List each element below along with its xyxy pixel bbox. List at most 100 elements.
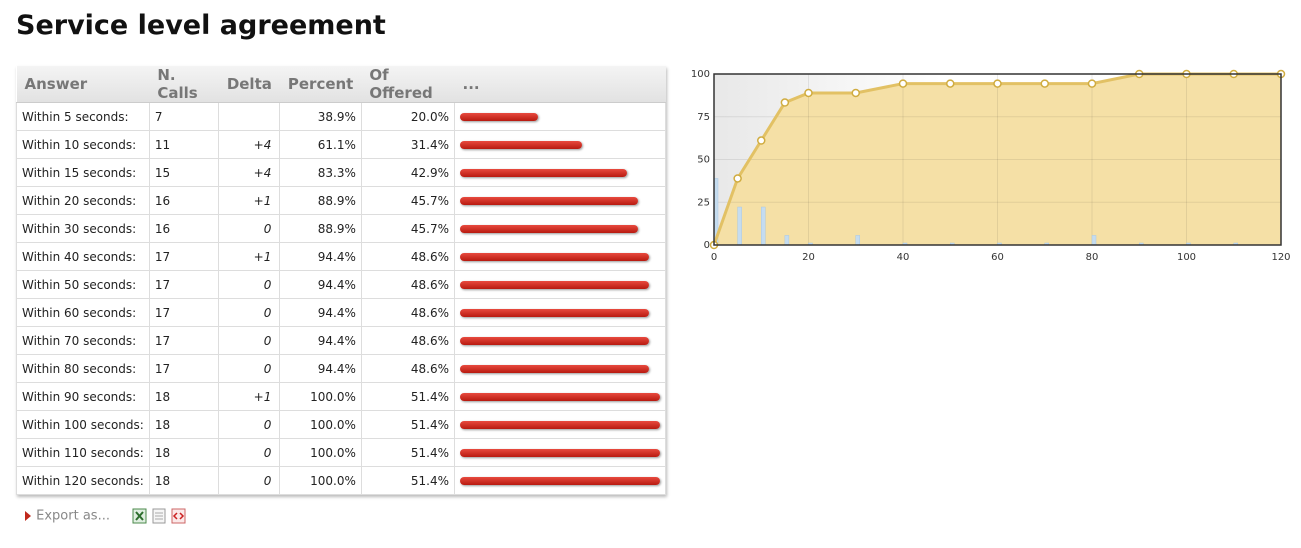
export-icons [132, 508, 186, 524]
table-cell: +1 [218, 382, 281, 411]
bar-cell [454, 354, 666, 383]
percent-bar [460, 196, 638, 205]
point [946, 79, 955, 88]
column-header: Answer [16, 66, 150, 103]
table-cell: +4 [218, 158, 281, 187]
export-label[interactable]: Export as... [36, 508, 110, 524]
chart: 0 20 40 60 80 100 120 0 25 50 75 100 [691, 69, 1290, 263]
table-cell: Within 120 seconds: [16, 466, 150, 495]
y-tick-label: 100 [691, 69, 710, 80]
table-cell: 45.7% [360, 186, 456, 215]
table-cell: +4 [218, 130, 281, 159]
table-row: Within 100 seconds: 18 0 100.0% 51.4% [16, 410, 666, 439]
column-header: Delta [218, 66, 280, 103]
bar-cell [454, 382, 666, 411]
table-row: Within 5 seconds: 7 38.9% 20.0% [16, 102, 666, 131]
table-cell: 100.0% [279, 438, 362, 467]
bar-cell [454, 242, 666, 271]
table-row: Within 70 seconds: 17 0 94.4% 48.6% [16, 326, 666, 355]
table-row: Within 10 seconds: 11 +4 61.1% 31.4% [16, 130, 666, 159]
interval-bar [737, 206, 742, 246]
table-cell: Within 110 seconds: [16, 438, 150, 467]
y-tick-label: 25 [697, 197, 710, 208]
percent-bar [460, 364, 649, 373]
table-cell: 45.7% [360, 214, 456, 243]
table-cell: 38.9% [279, 102, 362, 131]
y-tick-label: 50 [697, 155, 710, 166]
table-cell: Within 5 seconds: [16, 102, 150, 131]
table-cell: 18 [148, 466, 220, 495]
column-header: Of Offered [361, 66, 455, 103]
table-cell: +1 [218, 186, 281, 215]
table-row: Within 30 seconds: 16 0 88.9% 45.7% [16, 214, 666, 243]
table-cell: 17 [148, 242, 220, 271]
bar-cell [454, 298, 666, 327]
table-cell: 83.3% [279, 158, 362, 187]
table-cell: 88.9% [279, 214, 362, 243]
table-row: Within 15 seconds: 15 +4 83.3% 42.9% [16, 158, 666, 187]
table-cell: 100.0% [279, 466, 362, 495]
table-cell: 17 [148, 354, 220, 383]
table-cell: 48.6% [360, 242, 456, 271]
table-cell: 0 [218, 270, 281, 299]
column-header: N. Calls [149, 66, 219, 103]
interval-bar [761, 206, 766, 246]
table-cell: 18 [148, 410, 220, 439]
table-cell: 18 [148, 438, 220, 467]
point [1087, 79, 1097, 88]
table-cell: 51.4% [360, 382, 456, 411]
percent-bar [460, 308, 649, 317]
table-cell [218, 102, 281, 131]
column-header: ... [454, 66, 666, 103]
table-cell: 0 [218, 326, 281, 355]
percent-bar [460, 140, 583, 149]
table-cell: 0 [218, 410, 281, 439]
percent-bar [460, 224, 638, 233]
page-title: Service level agreement [16, 10, 386, 41]
point [1040, 79, 1049, 88]
table-cell: Within 15 seconds: [16, 158, 150, 187]
table-cell: 51.4% [360, 410, 456, 439]
table-cell: 17 [148, 270, 220, 299]
bar-cell [454, 438, 666, 467]
x-tick-label: 20 [802, 252, 815, 263]
table-row: Within 40 seconds: 17 +1 94.4% 48.6% [16, 242, 666, 271]
xml-glyph [173, 512, 185, 520]
table-cell: Within 20 seconds: [16, 186, 150, 215]
y-tick-label: 75 [697, 112, 710, 123]
table-cell: 16 [148, 186, 220, 215]
x-tick-label: 0 [711, 252, 717, 263]
table-cell: 48.6% [360, 270, 456, 299]
expand-arrow[interactable] [24, 510, 32, 522]
point [804, 88, 813, 98]
table-cell: 0 [218, 438, 281, 467]
table-cell: 0 [218, 466, 281, 495]
table-cell: 31.4% [360, 130, 456, 159]
table-cell: 100.0% [279, 382, 362, 411]
table-cell: 88.9% [279, 186, 362, 215]
table-cell: 0 [218, 214, 281, 243]
bar-cell [454, 186, 666, 215]
table-cell: 51.4% [360, 466, 456, 495]
table-cell: +1 [218, 242, 281, 271]
interval-bar [855, 235, 860, 246]
table-cell: 16 [148, 214, 220, 243]
bar-cell [454, 466, 666, 495]
table-cell: 94.4% [279, 242, 362, 271]
table-cell: 94.4% [279, 270, 362, 299]
table-cell: 48.6% [360, 326, 456, 355]
bar-cell [454, 326, 666, 355]
plot-frame [713, 73, 1282, 246]
table-cell: Within 60 seconds: [16, 298, 150, 327]
bar-cell [454, 410, 666, 439]
point [780, 98, 790, 107]
x-tick-label: 60 [991, 252, 1004, 263]
table-row: Within 110 seconds: 18 0 100.0% 51.4% [16, 438, 666, 467]
export-bar: Export as... [24, 508, 192, 524]
x-tick-label: 120 [1271, 252, 1290, 263]
excel-glyph [135, 511, 144, 521]
table-cell: 11 [148, 130, 220, 159]
xml-icon[interactable] [171, 508, 186, 524]
table-row: Within 60 seconds: 17 0 94.4% 48.6% [16, 298, 666, 327]
bar-cell [454, 130, 666, 159]
